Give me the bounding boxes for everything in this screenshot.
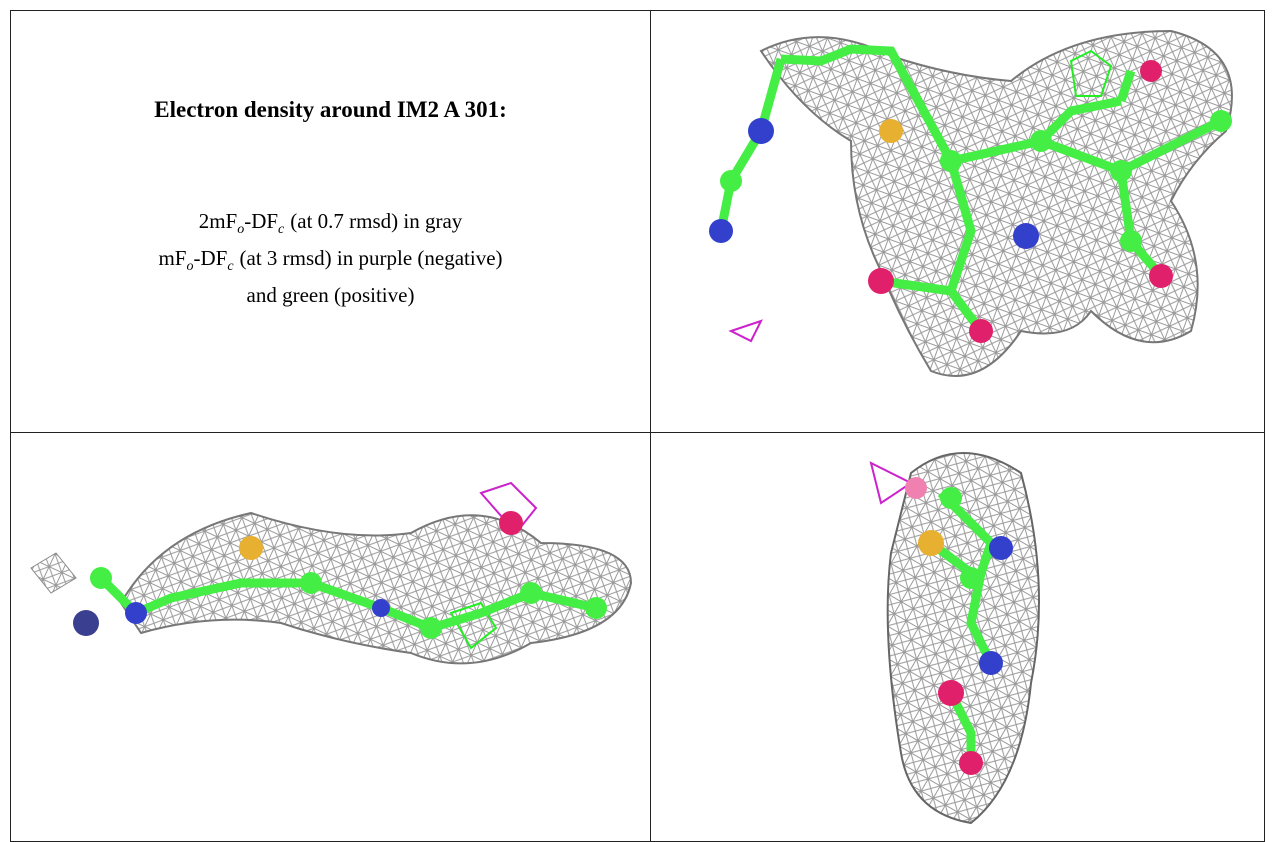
image-cell (650, 10, 1265, 433)
caption-lines: 2mFo-DFc (at 0.7 rmsd) in gray mFo-DFc (at … (11, 207, 650, 310)
caption-text: -DF (193, 246, 228, 271)
caption-text: (at 3 rmsd) in purple (negative) (239, 246, 503, 271)
caption-line: 2mFo-DFc (at 0.7 rmsd) in gray (11, 207, 650, 244)
text-cell: Electron density around IM2 A 301: 2mFo-… (10, 10, 651, 433)
caption-text: mF (158, 246, 187, 271)
panel-title: Electron density around IM2 A 301: (154, 97, 507, 122)
density-view-2 (30, 481, 633, 665)
density-view-1 (709, 29, 1233, 377)
subscript: c (227, 259, 234, 275)
caption-text: 2mF (198, 209, 238, 233)
subscript: c (278, 222, 285, 238)
caption-line: and green (positive) (11, 281, 650, 310)
caption-line: mFo-DFc (at 3 rmsd) in purple (negative) (11, 244, 650, 281)
image-cell (10, 432, 651, 842)
subscript: o (186, 259, 194, 275)
caption-text: (at 0.7 rmsd) in gray (290, 209, 463, 233)
subscript: o (237, 222, 245, 238)
image-cell (650, 432, 1265, 842)
density-view-3 (869, 452, 1040, 825)
caption-text: -DF (244, 209, 279, 233)
caption-text: and green (positive) (246, 283, 415, 308)
